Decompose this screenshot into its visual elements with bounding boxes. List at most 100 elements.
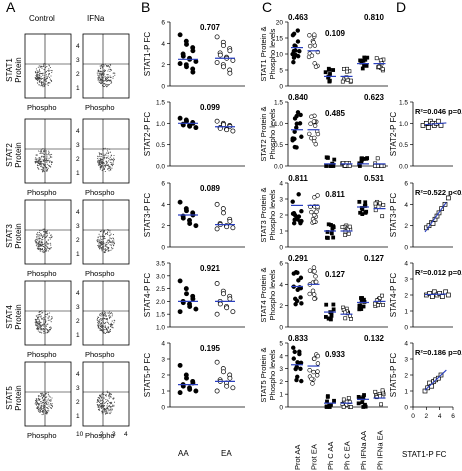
panel-d-ytick-label: 2: [404, 223, 408, 230]
flow-cell-dot: [104, 70, 106, 72]
panel-c-pvalue-right: 0.810: [364, 13, 385, 22]
flow-cell-dot: [42, 245, 44, 248]
panel-letter-a: A: [6, 0, 16, 15]
flow-cell-dot: [47, 163, 49, 165]
panel-a-xtick: 3: [112, 431, 116, 438]
flow-cell-dot: [101, 73, 103, 75]
flow-cell-dot: [98, 152, 100, 154]
panel-d-point: [425, 125, 431, 130]
flow-cell-dot: [103, 162, 105, 164]
flow-cell-dot: [100, 244, 102, 246]
flow-cell-dot: [110, 249, 112, 251]
flow-cell-dot: [97, 319, 99, 321]
flow-cell-dot: [48, 236, 50, 239]
flow-cell-dot: [45, 74, 47, 76]
flow-cell-dot: [43, 166, 45, 168]
flow-cell-dot: [39, 77, 41, 79]
flow-cell-dot: [99, 166, 101, 168]
flow-cell-dot: [102, 411, 104, 413]
flow-cell-dot: [100, 319, 102, 321]
flow-cell-dot: [108, 157, 110, 159]
flow-cell-dot: [109, 409, 111, 411]
panel-d-stat: R²=0.046 p=0.313: [415, 107, 462, 116]
flow-cell-dot: [40, 162, 42, 164]
flow-cell-dot: [40, 85, 42, 87]
flow-cell-dot: [42, 170, 45, 172]
flow-cell-dot: [97, 400, 99, 402]
panel-b-ylabel: STAT4-P FC: [143, 273, 152, 318]
flow-cell-dot: [39, 316, 42, 318]
flow-cell-dot: [109, 328, 111, 330]
flow-cell-dot: [35, 401, 37, 403]
flow-cell-dot: [40, 241, 42, 243]
flow-cell-dot: [37, 235, 39, 237]
flow-cell-dot: [43, 77, 45, 79]
panel-b-point: [227, 218, 233, 224]
panel-a-phospho-label: Phospho: [85, 431, 115, 440]
flow-cell-dot: [103, 314, 105, 316]
panel-c-ytick-label: 1: [279, 229, 283, 236]
flow-cell-dot: [106, 162, 108, 164]
flow-cell-dot: [37, 323, 39, 325]
panel-a-ytick: 3: [76, 223, 80, 230]
flow-cell-dot: [42, 64, 45, 66]
flow-cell-dot: [109, 167, 111, 169]
flow-cell-dot: [113, 159, 115, 161]
flow-cell-dot: [105, 399, 107, 401]
panel-b-point: [184, 41, 189, 47]
flow-cell-dot: [45, 319, 47, 321]
flow-cell-dot: [45, 230, 48, 232]
panel-c-point: [327, 78, 332, 83]
flow-cell-dot: [36, 154, 38, 156]
flow-cell-dot: [41, 238, 43, 240]
panel-b-point: [177, 390, 183, 396]
flow-cell-dot: [112, 75, 114, 78]
flow-cell-dot: [51, 153, 53, 155]
flow-cell-dot: [108, 406, 110, 408]
flow-cell-dot: [39, 411, 41, 413]
panel-d-ylabel: STAT5-P FC: [389, 353, 398, 398]
panel-a-xtick: 10: [76, 431, 84, 438]
flow-cell-dot: [38, 74, 40, 76]
flow-cell-dot: [38, 327, 40, 329]
flow-cell-dot: [38, 322, 40, 324]
flow-cell-dot: [104, 170, 106, 173]
panel-c-pvalue-right: 0.132: [364, 334, 385, 343]
flow-cell-dot: [37, 248, 39, 250]
flow-cell-dot: [105, 410, 107, 412]
panel-c-point: [373, 201, 378, 206]
panel-b-point: [214, 311, 220, 317]
panel-c-point: [307, 33, 312, 38]
flow-cell-dot: [42, 328, 44, 330]
flow-cell-dot: [99, 321, 101, 323]
panel-c-point: [361, 58, 366, 63]
flow-cell-dot: [46, 413, 48, 415]
flow-cell-dot: [41, 236, 44, 238]
flow-cell-dot: [98, 72, 100, 74]
flow-cell-dot: [43, 398, 45, 400]
flow-cell-dot: [44, 158, 46, 160]
flow-cell-dot: [39, 72, 41, 74]
panel-c-point: [315, 369, 320, 374]
panel-c-point: [296, 53, 301, 59]
panel-a-phospho-label: Phospho: [27, 269, 57, 278]
flow-cell-dot: [109, 413, 111, 415]
flow-cell-dot: [45, 231, 47, 233]
panel-c-point: [312, 123, 318, 128]
panel-b-ytick-label: 4: [161, 341, 165, 348]
flow-cell-dot: [39, 310, 41, 312]
flow-cell-dot: [99, 409, 101, 411]
flow-cell-dot: [39, 229, 41, 232]
flow-cell-dot: [42, 82, 44, 84]
flow-cell-dot: [107, 239, 109, 241]
flow-cell-dot: [108, 229, 110, 231]
flow-cell-dot: [38, 157, 41, 159]
flow-cell-dot: [109, 241, 111, 243]
panel-d-ytick-label: 0: [404, 405, 408, 412]
flow-cell-dot: [102, 327, 104, 329]
flow-cell-dot: [42, 159, 44, 161]
flow-cell-dot: [39, 323, 41, 325]
panel-c-ylabel-line1: STAT2 Protein &: [259, 106, 268, 161]
panel-a-phospho-label: Phospho: [27, 350, 57, 359]
flow-cell-dot: [38, 245, 40, 247]
